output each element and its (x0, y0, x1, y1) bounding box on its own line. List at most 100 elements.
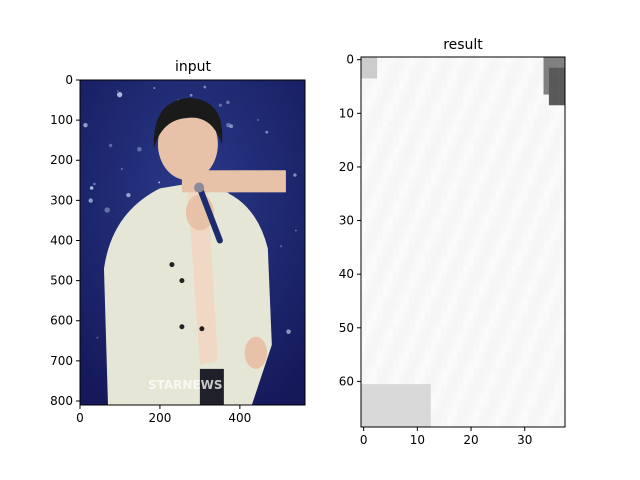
heatmap-cell (436, 421, 442, 428)
heatmap-cell (554, 121, 560, 128)
heatmap-cell (457, 260, 464, 267)
heatmap-cell (425, 132, 432, 138)
heatmap-cell (489, 260, 496, 267)
heatmap-cell (489, 99, 496, 106)
heatmap-cell (532, 319, 539, 326)
heatmap-cell (484, 266, 491, 272)
heatmap-cell (527, 180, 534, 186)
heatmap-cell (532, 217, 539, 224)
heatmap-cell (457, 158, 464, 165)
heatmap-cell (457, 266, 464, 272)
heatmap-cell (398, 314, 405, 321)
heatmap-cell (371, 83, 378, 90)
heatmap-cell (457, 94, 464, 101)
heatmap-cell (403, 282, 410, 288)
heatmap-cell (554, 250, 560, 256)
heatmap-cell (420, 239, 426, 245)
heatmap-cell (366, 309, 373, 315)
heatmap-cell (425, 121, 432, 128)
heatmap-cell (430, 207, 437, 213)
heatmap-cell (522, 89, 528, 95)
heatmap-cell (430, 282, 437, 288)
heatmap-cell (511, 217, 517, 224)
heatmap-cell (446, 410, 453, 417)
heatmap-cell (500, 169, 507, 176)
heatmap-cell (403, 239, 410, 245)
heatmap-cell (463, 325, 469, 331)
heatmap-cell (538, 384, 544, 390)
heatmap-cell (500, 174, 507, 181)
heatmap-cell (387, 217, 394, 224)
heatmap-cell (505, 132, 512, 138)
heatmap-cell (446, 239, 453, 245)
heatmap-cell (479, 121, 485, 128)
heatmap-cell (468, 394, 475, 401)
heatmap-cell (414, 368, 421, 374)
heatmap-cell (414, 250, 421, 256)
heatmap-cell (452, 410, 458, 417)
heatmap-cell (548, 191, 555, 197)
heatmap-cell (532, 99, 539, 106)
heatmap-cell (457, 330, 464, 337)
heatmap-cell (479, 239, 485, 245)
heatmap-cell (505, 351, 512, 358)
heatmap-cell (452, 217, 458, 224)
heatmap-cell (452, 169, 458, 176)
heatmap-cell (516, 319, 523, 326)
heatmap-cell (457, 126, 464, 133)
heatmap-cell (516, 105, 523, 111)
heatmap-cell (366, 298, 373, 304)
heatmap-cell (371, 309, 378, 315)
heatmap-cell (543, 132, 550, 138)
heatmap-cell (511, 99, 517, 106)
heatmap-cell (457, 121, 464, 128)
result-heatmap (361, 57, 566, 428)
heatmap-cell (441, 105, 448, 111)
heatmap-cell (554, 148, 560, 154)
heatmap-cell (559, 239, 566, 245)
heatmap-cell (479, 351, 485, 358)
heatmap-cell (398, 319, 405, 326)
heatmap-cell (554, 244, 560, 251)
heatmap-cell (489, 266, 496, 272)
heatmap-cell (430, 303, 437, 310)
heatmap-cell (457, 137, 464, 144)
heatmap-cell (387, 191, 394, 197)
heatmap-cell (382, 421, 389, 428)
heatmap-cell (409, 196, 415, 203)
heatmap-cell (393, 368, 399, 374)
heatmap-cell (425, 73, 432, 79)
heatmap-cell (414, 410, 421, 417)
heatmap-cell (554, 110, 560, 117)
heatmap-cell (548, 351, 555, 358)
heatmap-cell (479, 115, 485, 122)
heatmap-cell (559, 169, 566, 176)
heatmap-cell (446, 153, 453, 160)
heatmap-cell (366, 110, 373, 117)
heatmap-cell (559, 335, 566, 342)
heatmap-cell (446, 250, 453, 256)
heatmap-cell (425, 341, 432, 347)
heatmap-cell (527, 357, 534, 363)
heatmap-cell (393, 250, 399, 256)
heatmap-cell (473, 228, 480, 235)
heatmap-cell (559, 244, 566, 251)
heatmap-cell (446, 185, 453, 192)
heatmap-cell (398, 378, 405, 385)
y-tick-label: 200 (50, 153, 73, 167)
heatmap-cell (441, 223, 448, 229)
heatmap-cell (500, 384, 507, 390)
heatmap-cell (382, 158, 389, 165)
heatmap-cell (554, 180, 560, 186)
heatmap-cell (430, 126, 437, 133)
heatmap-cell (441, 212, 448, 219)
heatmap-cell (495, 239, 501, 245)
heatmap-cell (382, 153, 389, 160)
watermark: STARNEWS (148, 378, 223, 392)
heatmap-cell (479, 62, 485, 69)
heatmap-cell (457, 244, 464, 251)
heatmap-cell (484, 142, 491, 149)
heatmap-cell (398, 276, 405, 283)
heatmap-cell (446, 83, 453, 90)
heatmap-cell (505, 282, 512, 288)
